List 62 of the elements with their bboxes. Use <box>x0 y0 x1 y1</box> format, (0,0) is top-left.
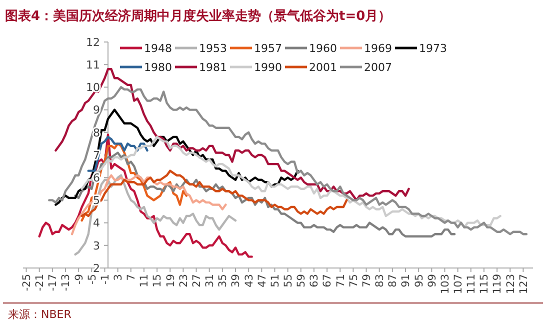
x-tick-label: 55 <box>282 274 294 288</box>
x-tick-label: 87 <box>387 274 400 288</box>
x-tick-label: 103 <box>439 274 452 294</box>
legend-label: 1990 <box>254 60 282 74</box>
legend-label: 1973 <box>419 42 447 55</box>
legend-label: 1969 <box>364 42 392 55</box>
x-tick-label: 59 <box>296 274 308 288</box>
x-tick-label: 91 <box>400 274 412 288</box>
x-tick-label: -25 <box>20 274 33 292</box>
legend-label: 1953 <box>199 42 227 55</box>
x-tick-label: 15 <box>152 274 164 288</box>
x-tick-label: 67 <box>322 274 334 288</box>
legend-label: 1948 <box>144 42 172 55</box>
x-tick-label: 19 <box>164 274 177 288</box>
x-tick-label: 107 <box>452 274 464 294</box>
x-tick-label: 39 <box>230 274 242 288</box>
x-tick-label: 83 <box>374 274 386 288</box>
y-tick-label: 3 <box>93 239 100 252</box>
y-tick-label: 8 <box>93 126 100 140</box>
legend-label: 1960 <box>309 42 337 55</box>
x-tick-label: 63 <box>308 274 321 288</box>
y-tick-label: 2 <box>93 262 100 275</box>
source-note: 来源：NBER <box>8 308 72 321</box>
x-tick-label: -1 <box>99 274 112 284</box>
y-tick-label: 11 <box>86 58 100 72</box>
x-tick-label: 127 <box>518 274 530 294</box>
legend-label: 1981 <box>199 60 227 74</box>
x-tick-label: 111 <box>466 274 478 294</box>
x-tick-label: 75 <box>348 274 360 288</box>
x-tick-label: 7 <box>126 274 138 281</box>
x-tick-label: 79 <box>360 274 373 288</box>
y-tick-label: 12 <box>86 36 100 49</box>
x-tick-label: 115 <box>478 274 491 294</box>
chart-title: 图表4：美国历次经济周期中月度失业率走势（景气低谷为t=0月） <box>5 8 392 24</box>
x-tick-label: -13 <box>60 274 72 292</box>
x-tick-label: 3 <box>112 274 124 281</box>
x-tick-label: 123 <box>504 274 517 294</box>
y-tick-label: 9 <box>93 104 100 117</box>
x-tick-label: 43 <box>243 274 256 288</box>
x-tick-label: 27 <box>190 274 203 288</box>
y-tick-label: 6 <box>93 171 100 184</box>
x-tick-label: 11 <box>138 274 151 288</box>
x-tick-label: -5 <box>86 274 98 284</box>
x-tick-label: 47 <box>256 274 268 288</box>
y-tick-label: 10 <box>86 81 100 94</box>
legend-label: 2001 <box>309 60 337 74</box>
x-tick-label: 35 <box>217 274 230 288</box>
x-tick-label: -21 <box>34 274 46 292</box>
legend-label: 2007 <box>364 60 392 74</box>
x-tick-label: 23 <box>178 274 190 288</box>
x-tick-label: 95 <box>413 274 426 288</box>
legend-label: 1957 <box>254 42 282 55</box>
x-tick-label: 119 <box>492 274 504 294</box>
x-tick-label: 51 <box>269 274 282 288</box>
legend-label: 1980 <box>144 60 172 74</box>
x-tick-label: -17 <box>47 274 60 292</box>
y-tick-label: 4 <box>93 216 100 230</box>
x-tick-label: 99 <box>426 274 438 288</box>
y-tick-label: 7 <box>93 148 100 162</box>
x-tick-label: 31 <box>204 274 216 288</box>
x-tick-label: -9 <box>73 274 86 284</box>
x-tick-label: 71 <box>334 274 347 288</box>
